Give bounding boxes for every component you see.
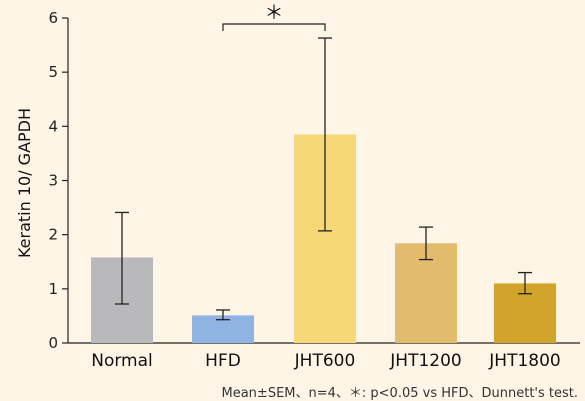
significance-marker: ＊ bbox=[264, 2, 283, 24]
y-tick-label: 0 bbox=[48, 334, 58, 352]
y-tick-label: 3 bbox=[48, 172, 58, 190]
axes: 0 1 2 3 4 5 6 Normal HFD JHT600 JHT1200 JHT1800 bbox=[48, 9, 580, 371]
x-tick-label: HFD bbox=[205, 351, 241, 371]
x-tick-label: JHT600 bbox=[294, 351, 356, 371]
x-tick-label: JHT1800 bbox=[488, 351, 560, 371]
y-tick-label: 4 bbox=[48, 117, 58, 135]
y-tick-label: 6 bbox=[48, 9, 58, 27]
y-tick-label: 5 bbox=[48, 63, 58, 81]
x-tick-label: Normal bbox=[91, 351, 153, 371]
significance-bracket bbox=[222, 23, 326, 31]
bars bbox=[91, 134, 556, 343]
bar-chart: 0 1 2 3 4 5 6 Normal HFD JHT600 JHT1200 JHT1800 ＊ K… bbox=[15, 2, 580, 371]
error-bars bbox=[115, 37, 532, 321]
x-tick-label: JHT1200 bbox=[389, 351, 461, 371]
y-axis-label: Keratin 10/ GAPDH bbox=[15, 108, 34, 258]
chart-footnote: Mean±SEM、n=4、＊: p<0.05 vs HFD、Dunnett's … bbox=[221, 386, 579, 401]
y-tick-label: 1 bbox=[48, 280, 58, 298]
significance-annotation: ＊ bbox=[222, 2, 326, 31]
y-tick-label: 2 bbox=[48, 226, 58, 244]
